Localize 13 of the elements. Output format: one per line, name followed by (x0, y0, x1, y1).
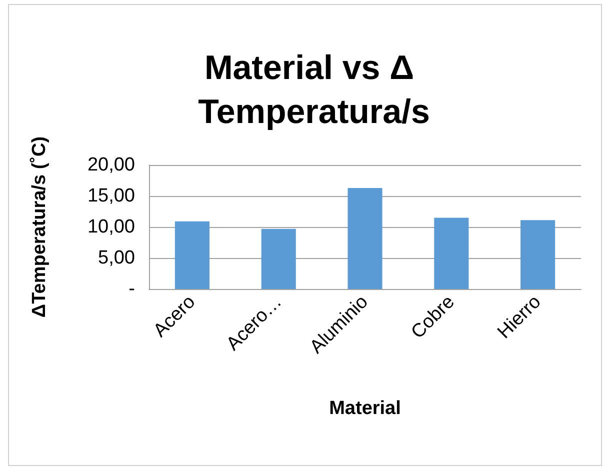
y-tick-label: - (128, 278, 135, 300)
chart-title: Material vs Δ Temperatura/s (198, 49, 430, 131)
y-axis-title: ΔTemperatura/s (˚C) (29, 136, 50, 318)
x-axis-title: Material (329, 398, 401, 419)
y-tick-label: 5,00 (98, 248, 135, 268)
y-tick-label: 20,00 (87, 154, 135, 176)
bar (520, 220, 556, 289)
bar (434, 218, 469, 289)
y-tick-label: 15,00 (87, 186, 135, 206)
bar (261, 228, 296, 289)
bar (174, 221, 210, 289)
bar (348, 188, 382, 289)
y-tick-label: 10,00 (87, 216, 135, 238)
